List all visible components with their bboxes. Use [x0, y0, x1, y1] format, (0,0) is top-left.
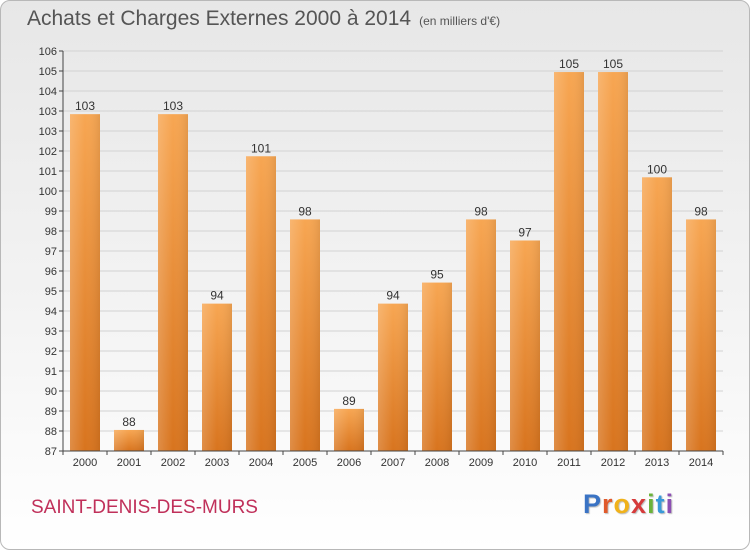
bars: 103 88 103 94 101 98 89 94 95 98 97 105 105 100 98 — [70, 57, 716, 451]
bar-shade-2008 — [422, 282, 452, 451]
chart-title: Achats et Charges Externes 2000 à 2014 (e… — [27, 7, 500, 31]
value-label-2011: 105 — [559, 57, 579, 71]
x-tick-label-2005: 2005 — [293, 457, 317, 469]
x-tick-label-2013: 2013 — [645, 457, 669, 469]
value-label-2000: 103 — [75, 99, 95, 113]
bar-shade-2012 — [598, 72, 628, 451]
x-tick-label-2002: 2002 — [161, 457, 185, 469]
y-tick-label: 98 — [45, 226, 57, 238]
value-label-2006: 89 — [342, 394, 356, 408]
y-tick-label: 105 — [39, 66, 57, 78]
bar-shade-2011 — [554, 72, 584, 451]
bar-shade-2005 — [290, 219, 320, 451]
y-tick-label: 95 — [45, 286, 57, 298]
value-label-2014: 98 — [694, 204, 708, 218]
y-tick-label: 99 — [45, 206, 57, 218]
logo-letter: x — [631, 489, 648, 519]
bar-shade-2001 — [114, 429, 144, 451]
y-tick-label: 89 — [45, 406, 57, 418]
x-tick-label-2009: 2009 — [469, 457, 493, 469]
x-tick-label-2004: 2004 — [249, 457, 273, 469]
y-tick-label: 94 — [45, 306, 57, 318]
bar-shade-2002 — [158, 114, 188, 451]
x-tick-label-2001: 2001 — [117, 457, 141, 469]
logo-letter: i — [665, 489, 675, 519]
y-tick-label: 87 — [45, 446, 57, 458]
bar-shade-2006 — [334, 408, 364, 451]
bar-shade-2009 — [466, 219, 496, 451]
bar-shade-2003 — [202, 303, 232, 451]
proxiti-logo: Proxiti — [583, 489, 674, 520]
logo-letter: o — [613, 489, 632, 519]
value-label-2003: 94 — [210, 289, 224, 303]
x-tick-label-2007: 2007 — [381, 457, 405, 469]
value-label-2004: 101 — [251, 141, 271, 155]
y-axis-ticks: 87 88 89 90 91 92 93 94 95 96 97 98 99 100 101 102 103 10… — [39, 46, 63, 458]
y-tick-label: 102 — [39, 146, 57, 158]
bar-shade-2007 — [378, 303, 408, 451]
value-label-2002: 103 — [163, 99, 183, 113]
bar-shade-2013 — [642, 177, 672, 451]
y-tick-label: 96 — [45, 266, 57, 278]
x-tick-label-2012: 2012 — [601, 457, 625, 469]
y-tick-label: 103 — [39, 126, 57, 138]
bar-shade-2004 — [246, 156, 276, 451]
value-label-2007: 94 — [386, 289, 400, 303]
value-label-2012: 105 — [603, 57, 623, 71]
x-tick-label-2006: 2006 — [337, 457, 361, 469]
y-tick-label: 88 — [45, 426, 57, 438]
bar-shade-2010 — [510, 240, 540, 451]
y-tick-label: 92 — [45, 346, 57, 358]
x-tick-label-2000: 2000 — [73, 457, 97, 469]
logo-letter: i — [647, 489, 656, 519]
value-label-2010: 97 — [518, 225, 532, 239]
value-label-2001: 88 — [122, 415, 136, 429]
bar-shade-2000 — [70, 114, 100, 451]
y-tick-label: 101 — [39, 166, 57, 178]
x-tick-label-2014: 2014 — [689, 457, 713, 469]
chart-unit: (en milliers d'€) — [419, 14, 501, 28]
x-tick-label-2010: 2010 — [513, 457, 537, 469]
value-label-2005: 98 — [298, 204, 312, 218]
y-tick-label: 97 — [45, 246, 57, 258]
city-name: SAINT-DENIS-DES-MURS — [31, 497, 258, 518]
x-axis-ticks: 2000 2001 2002 2003 2004 2005 2006 2007 2008 2009… — [62, 451, 724, 469]
y-tick-label: 100 — [39, 186, 57, 198]
y-tick-label: 104 — [39, 86, 57, 98]
value-label-2009: 98 — [474, 204, 488, 218]
x-tick-label-2008: 2008 — [425, 457, 449, 469]
y-tick-label: 90 — [45, 386, 57, 398]
y-tick-label: 106 — [39, 46, 57, 58]
x-tick-label-2003: 2003 — [205, 457, 229, 469]
value-label-2008: 95 — [430, 268, 444, 282]
chart-title-text: Achats et Charges Externes 2000 à 2014 — [27, 7, 412, 30]
logo-letter: t — [655, 489, 666, 519]
logo-letter: P — [583, 489, 603, 519]
y-tick-label: 91 — [45, 366, 57, 378]
y-tick-label: 93 — [45, 326, 57, 338]
value-label-2013: 100 — [647, 162, 667, 176]
bar-shade-2014 — [686, 219, 716, 451]
y-tick-label: 103 — [39, 106, 57, 118]
logo-letter: r — [602, 489, 614, 519]
x-tick-label-2011: 2011 — [557, 457, 581, 469]
